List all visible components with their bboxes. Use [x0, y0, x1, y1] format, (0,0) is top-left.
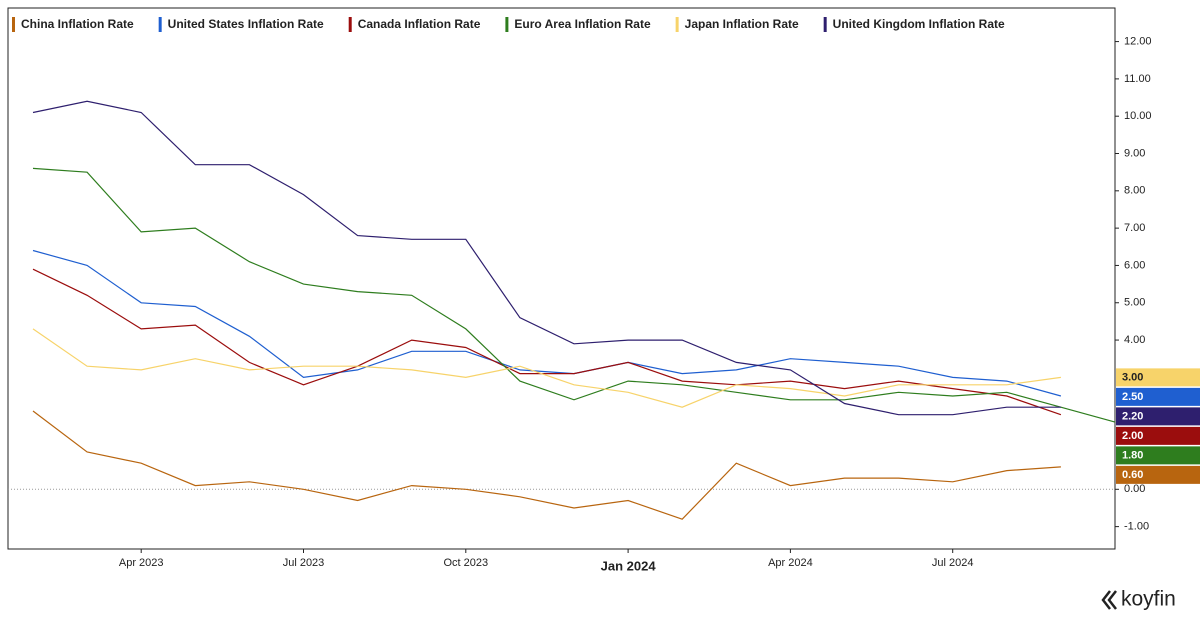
series-line	[32, 100, 1061, 416]
y-tick-label: 5.00	[1124, 297, 1145, 309]
badge-bg	[1116, 407, 1200, 426]
value-label: 3.00	[1122, 371, 1143, 383]
y-tick-label: 9.00	[1124, 147, 1145, 159]
badge-bg	[1116, 368, 1200, 387]
legend-item: United Kingdom Inflation Rate	[823, 17, 1005, 32]
value-label: 1.80	[1122, 449, 1143, 461]
legend-item: Canada Inflation Rate	[348, 17, 481, 32]
legend-marker	[348, 17, 352, 32]
value-label: 2.20	[1122, 410, 1143, 422]
x-tick-label: Jul 2023	[283, 557, 325, 569]
x-tick-label: Jan 2024	[601, 558, 657, 573]
y-tick-label: -1.00	[1124, 521, 1149, 533]
value-label: 2.00	[1122, 430, 1143, 442]
x-tick-label: Apr 2024	[768, 557, 813, 569]
series-line	[32, 167, 1116, 423]
y-tick-label: 11.00	[1124, 73, 1151, 85]
series-line	[32, 410, 1061, 520]
y-tick-label: 7.00	[1124, 222, 1145, 234]
x-tick-label: Jul 2024	[932, 557, 974, 569]
brand: koyfin	[1121, 588, 1176, 611]
legend-item: China Inflation Rate	[12, 17, 134, 32]
y-tick-label: 4.00	[1124, 334, 1145, 346]
x-tick-label: Oct 2023	[443, 557, 488, 569]
legend-marker	[823, 17, 827, 32]
badge-bg	[1116, 465, 1200, 484]
y-tick-label: 6.00	[1124, 259, 1145, 271]
x-tick-label: Apr 2023	[119, 557, 164, 569]
value-badge: 1.80	[1116, 446, 1200, 465]
series-line	[32, 328, 1061, 408]
badge-bg	[1116, 426, 1200, 445]
legend-label: China Inflation Rate	[21, 17, 134, 31]
y-tick-label: 0.00	[1124, 483, 1145, 495]
legend-label: Japan Inflation Rate	[685, 17, 799, 31]
logo: koyfin	[1101, 588, 1176, 611]
value-badge: 3.00	[1116, 368, 1200, 387]
y-tick-label: 12.00	[1124, 35, 1152, 47]
value-badge: 2.00	[1116, 426, 1200, 445]
value-label: 2.50	[1122, 391, 1143, 403]
y-tick-label: 8.00	[1124, 185, 1145, 197]
legend-marker	[158, 17, 162, 32]
legend-label: United States Inflation Rate	[168, 17, 324, 31]
legend-item: Japan Inflation Rate	[675, 17, 799, 32]
badge-bg	[1116, 387, 1200, 406]
legend-marker	[12, 17, 15, 32]
series-line	[32, 268, 1062, 416]
value-badge: 2.50	[1116, 387, 1200, 406]
series-line	[32, 249, 1062, 397]
legend-item: Euro Area Inflation Rate	[505, 17, 651, 32]
legend-label: Canada Inflation Rate	[358, 17, 481, 31]
y-tick-label: 10.00	[1124, 110, 1152, 122]
legend-label: United Kingdom Inflation Rate	[833, 17, 1005, 31]
logo-icon	[1101, 590, 1117, 610]
value-badge: 0.60	[1116, 465, 1200, 484]
value-label: 0.60	[1122, 469, 1143, 481]
badge-bg	[1116, 446, 1200, 465]
value-badge: 2.20	[1116, 407, 1200, 426]
legend-marker	[675, 17, 679, 32]
plot-frame	[7, 7, 1116, 550]
legend-item: United States Inflation Rate	[158, 17, 324, 32]
legend-marker	[505, 17, 509, 32]
legend-label: Euro Area Inflation Rate	[514, 17, 651, 31]
